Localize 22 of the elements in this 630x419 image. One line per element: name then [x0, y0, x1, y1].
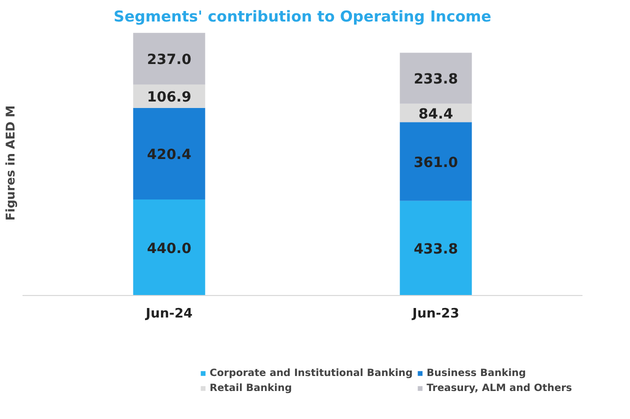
- data-label: 237.0: [147, 52, 192, 68]
- x-tick-label: Jun-24: [144, 306, 193, 322]
- bar: [133, 108, 206, 200]
- bar: [133, 200, 206, 296]
- legend-label: Retail Banking: [210, 382, 292, 394]
- legend-label: Corporate and Institutional Banking: [210, 368, 413, 378]
- bar: [400, 200, 472, 296]
- bar: [400, 122, 472, 201]
- data-label: 106.9: [147, 90, 192, 106]
- data-label: 84.4: [418, 106, 454, 122]
- chart-title: Segments' contribution to Operating Income: [114, 8, 492, 26]
- bar: [400, 52, 472, 104]
- legend-label: Treasury, ALM and Others: [426, 382, 572, 394]
- legend-label: Business Banking: [426, 368, 526, 378]
- data-label: 361.0: [414, 155, 458, 172]
- x-tick-label: Jun-23: [411, 306, 460, 322]
- data-label: 433.8: [414, 242, 458, 258]
- data-label: 440.0: [147, 241, 192, 258]
- data-label: 233.8: [414, 72, 458, 88]
- y-axis-title: Figures in AED M: [4, 105, 18, 221]
- bar: [133, 32, 206, 85]
- data-label: 420.4: [147, 147, 192, 164]
